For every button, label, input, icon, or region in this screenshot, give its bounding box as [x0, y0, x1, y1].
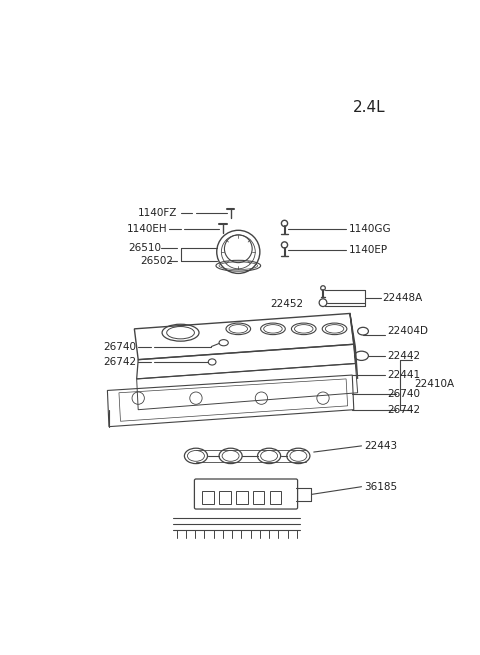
Text: 26740: 26740 — [387, 389, 420, 400]
Text: 26502: 26502 — [141, 256, 173, 266]
Text: 26510: 26510 — [128, 243, 161, 253]
Text: 26740: 26740 — [104, 341, 136, 352]
Bar — [236, 491, 248, 504]
Text: 22442: 22442 — [387, 351, 420, 361]
Text: 2.4L: 2.4L — [353, 100, 385, 115]
Text: 22452: 22452 — [271, 299, 304, 309]
Bar — [202, 491, 214, 504]
Text: 1140FZ: 1140FZ — [138, 208, 178, 218]
Text: 22448A: 22448A — [382, 293, 422, 303]
Text: 1140GG: 1140GG — [348, 224, 391, 234]
Bar — [270, 491, 281, 504]
Text: 1140EP: 1140EP — [348, 246, 387, 255]
Bar — [219, 491, 230, 504]
Text: 22404D: 22404D — [387, 326, 428, 336]
Text: 22443: 22443 — [364, 441, 397, 451]
Bar — [253, 491, 264, 504]
Text: 36185: 36185 — [364, 481, 397, 492]
Text: 1140EH: 1140EH — [127, 224, 167, 234]
Text: 22441: 22441 — [387, 370, 420, 380]
Text: 26742: 26742 — [387, 405, 420, 415]
Text: 26742: 26742 — [104, 357, 137, 367]
Text: 22410A: 22410A — [414, 379, 454, 389]
